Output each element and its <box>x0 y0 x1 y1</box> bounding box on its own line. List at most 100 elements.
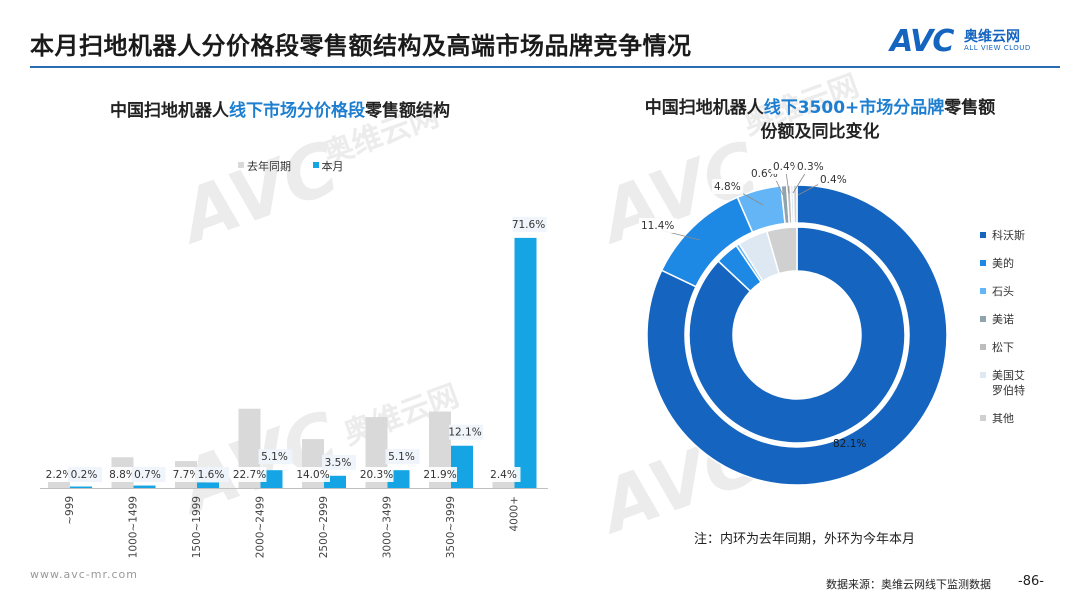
donut-legend-item: 美的 <box>980 256 1025 271</box>
label-bg <box>361 467 394 482</box>
label-bg <box>449 424 483 440</box>
brand-logo: AVC 奥维云网 ALL VIEW CLOUD <box>890 24 1060 59</box>
data-source: 数据来源：奥维云网线下监测数据 <box>826 578 991 591</box>
logo-en-text: ALL VIEW CLOUD <box>964 44 1031 52</box>
legend-swatch <box>980 344 986 350</box>
leader-line <box>739 191 764 206</box>
x-tick-label: 1000~1499 <box>128 496 140 558</box>
x-tick-label: 2000~2499 <box>255 496 267 558</box>
donut-outer-slice <box>646 184 948 486</box>
legend-label: 其他 <box>992 412 1014 425</box>
donut-legend-item: 石头 <box>980 284 1025 299</box>
donut-legend: 科沃斯美的石头美诺松下美国艾 罗伯特其他 <box>980 228 1025 439</box>
bar-label-last-year: 14.0% <box>296 469 329 481</box>
bar-label-this-month: 0.2% <box>71 469 98 481</box>
bar-last-year <box>492 479 515 488</box>
donut-slice-label: 0.4% <box>820 174 847 186</box>
x-tick-label: 4000+ <box>509 496 521 532</box>
legend-swatch <box>980 260 986 266</box>
label-bg <box>195 467 229 482</box>
label-bg <box>425 467 457 482</box>
donut-legend-item: 美诺 <box>980 312 1025 327</box>
bar-label-this-month: 1.6% <box>198 469 225 481</box>
bar-label-last-year: 2.2% <box>46 469 73 481</box>
donut-legend-item: 松下 <box>980 340 1025 355</box>
bar-label-last-year: 22.7% <box>233 469 266 481</box>
bar-label-this-month: 5.1% <box>388 451 415 463</box>
x-tick-label: 2500~2999 <box>318 496 330 558</box>
legend-item-this-month: 本月 <box>312 158 344 174</box>
label-bg <box>639 218 677 233</box>
website-url: www.avc-mr.com <box>30 568 138 581</box>
donut-slice-label: 0.4% <box>773 161 800 173</box>
bar-chart-legend: 去年同期 本月 <box>238 158 362 174</box>
label-bg <box>712 179 744 194</box>
chart-note: 注：内环为去年同期，外环为今年本月 <box>694 532 916 547</box>
donut-slice-label: 82.1% <box>833 438 866 450</box>
bar-this-month <box>70 486 92 488</box>
donut-legend-item: 美国艾 罗伯特 <box>980 368 1025 398</box>
logo-cn-text: 奥维云网 <box>964 29 1020 45</box>
donut-inner-slice <box>688 226 906 444</box>
x-tick-label: ~999 <box>64 496 76 525</box>
donut-slice-label: 11.4% <box>641 220 674 232</box>
bar-label-this-month: 0.7% <box>134 469 161 481</box>
logo-avc-text: AVC <box>890 24 954 59</box>
bar-label-last-year: 2.4% <box>490 469 517 481</box>
x-tick-label: 3000~3499 <box>382 496 394 558</box>
bar-this-month <box>133 485 156 488</box>
page-title: 本月扫地机器人分价格段零售额结构及高端市场品牌竞争情况 <box>30 32 692 60</box>
donut-legend-item: 科沃斯 <box>980 228 1025 243</box>
bar-label-this-month: 12.1% <box>448 427 481 439</box>
label-bg <box>298 467 330 482</box>
leader-line <box>797 183 820 196</box>
label-bg <box>818 172 850 187</box>
leader-line <box>792 171 807 194</box>
bar-label-this-month: 5.1% <box>261 451 288 463</box>
legend-label: 石头 <box>992 285 1014 298</box>
legend-swatch <box>980 288 986 294</box>
label-bg <box>488 467 521 482</box>
donut-inner-slice <box>765 226 798 275</box>
donut-outer-slice <box>792 184 798 224</box>
legend-swatch <box>980 415 986 421</box>
bar-label-last-year: 8.8% <box>109 469 136 481</box>
bar-label-last-year: 21.9% <box>423 469 456 481</box>
legend-label: 美的 <box>992 257 1014 270</box>
legend-label: 松下 <box>992 341 1014 354</box>
page-number: -86- <box>1018 574 1044 589</box>
legend-label: 美国艾 罗伯特 <box>992 369 1025 397</box>
label-bg <box>131 467 166 482</box>
bar-this-month <box>197 482 219 488</box>
bar-chart-title: 中国扫地机器人线下市场分价格段零售额结构 <box>110 101 450 121</box>
label-bg <box>68 467 102 482</box>
bar-label-this-month: 3.5% <box>325 457 352 469</box>
legend-swatch <box>980 232 986 238</box>
label-bg <box>258 449 293 465</box>
label-bg <box>771 159 803 174</box>
legend-label: 美诺 <box>992 313 1014 326</box>
legend-swatch <box>980 316 986 322</box>
label-bg <box>234 467 267 482</box>
legend-label: 科沃斯 <box>992 229 1025 242</box>
bar-label-last-year: 20.3% <box>360 469 393 481</box>
bar-last-year <box>48 480 70 488</box>
legend-swatch <box>980 372 986 378</box>
bar-label-last-year: 7.7% <box>173 469 200 481</box>
leader-line <box>785 171 790 194</box>
legend-item-last-year: 去年同期 <box>238 158 291 174</box>
label-bg <box>512 216 547 232</box>
donut-slice-label: 0.3% <box>797 161 824 173</box>
header-divider <box>30 66 1060 68</box>
donut-legend-item: 其他 <box>980 411 1025 426</box>
donut-chart-title: 中国扫地机器人线下3500+市场分品牌零售额 份额及同比变化 <box>644 98 996 142</box>
donut-slice-label: 4.8% <box>714 181 741 193</box>
x-tick-label: 3500~3999 <box>445 496 457 558</box>
x-tick-label: 1500~1999 <box>191 496 203 558</box>
label-bg <box>795 159 827 174</box>
bar-this-month <box>514 237 537 488</box>
label-bg <box>322 454 356 470</box>
label-bg <box>385 449 420 465</box>
bar-label-this-month: 71.6% <box>512 219 545 231</box>
